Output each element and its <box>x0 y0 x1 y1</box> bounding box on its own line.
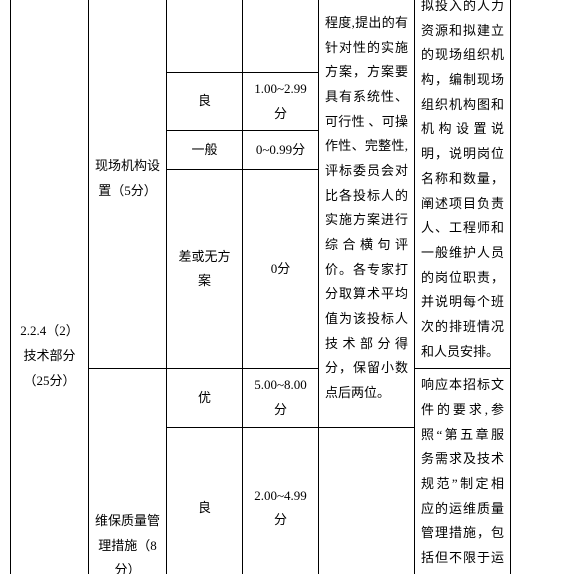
score-cell: 0~0.99分 <box>243 131 319 170</box>
score-cell: 5.00~8.00分 <box>243 369 319 427</box>
page: 2.2.4（2） 技术部分 （25分） 现场机构设置（5分） 程度,提出的有针对… <box>0 0 565 574</box>
section-points: （25分） <box>23 373 75 388</box>
score-cell <box>243 0 319 72</box>
grade-cell: 良 <box>167 427 243 574</box>
score-cell: 2.00~4.99分 <box>243 427 319 574</box>
criteria-cell <box>319 427 415 574</box>
grade-cell: 良 <box>167 72 243 130</box>
section-name: 技术部分 <box>23 348 75 363</box>
section-cell: 2.2.4（2） 技术部分 （25分） <box>11 0 89 574</box>
section-id: 2.2.4（2） <box>20 323 79 338</box>
grade-cell: 优 <box>167 369 243 427</box>
requirement-cell: 拟投入的人力资源和拟建立的现场组织机构，编制现场组织机构图和机构设置说明，说明岗… <box>415 0 511 369</box>
requirement-cell: 响应本招标文件的要求,参照“第五章服务需求及技术规范”制定相应的运维质量管理措施… <box>415 369 511 574</box>
grade-cell: 一般 <box>167 131 243 170</box>
score-cell: 1.00~2.99分 <box>243 72 319 130</box>
table-row: 2.2.4（2） 技术部分 （25分） 现场机构设置（5分） 程度,提出的有针对… <box>11 0 511 72</box>
score-cell: 0分 <box>243 170 319 369</box>
group-name-cell: 现场机构设置（5分） <box>89 0 167 369</box>
criteria-cell: 程度,提出的有针对性的实施方案，方案要具有系统性、可行性 、可操作性、完整性,评… <box>319 0 415 427</box>
grade-cell <box>167 0 243 72</box>
group-name-cell: 维保质量管理措施（8分） <box>89 369 167 574</box>
grade-cell: 差或无方案 <box>167 170 243 369</box>
scoring-table: 2.2.4（2） 技术部分 （25分） 现场机构设置（5分） 程度,提出的有针对… <box>10 0 511 574</box>
